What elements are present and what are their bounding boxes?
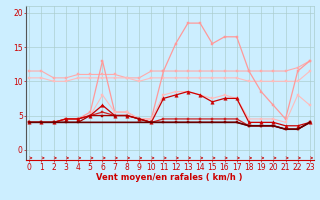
X-axis label: Vent moyen/en rafales ( km/h ): Vent moyen/en rafales ( km/h )	[96, 173, 243, 182]
